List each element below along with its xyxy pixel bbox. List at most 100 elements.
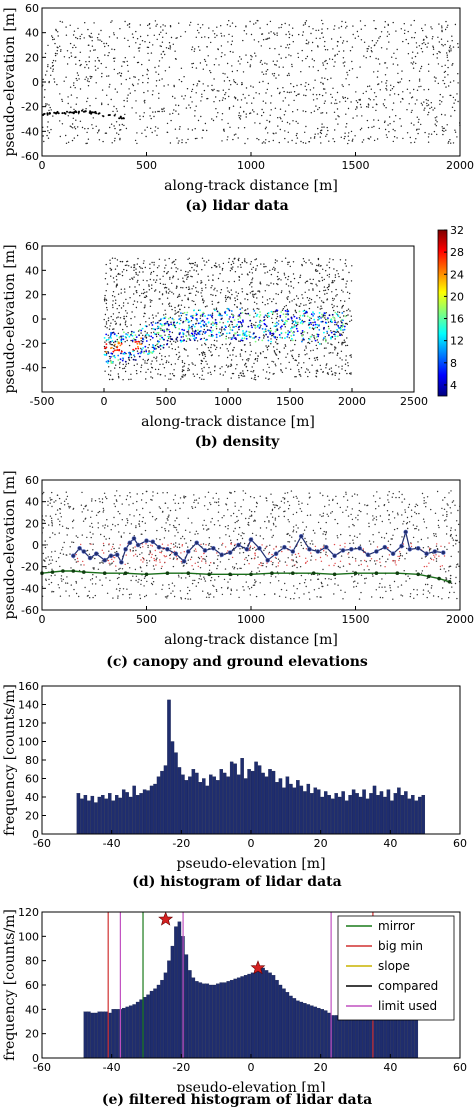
data-point — [287, 263, 289, 266]
data-point — [363, 55, 365, 57]
data-point — [260, 45, 262, 47]
data-point — [403, 520, 405, 523]
data-point — [288, 541, 291, 543]
data-point — [371, 596, 373, 598]
y-tick-label: 60 — [25, 2, 39, 15]
data-point — [326, 513, 328, 515]
data-point — [166, 492, 168, 494]
data-point — [59, 520, 61, 522]
data-point — [253, 584, 256, 586]
data-point — [302, 297, 304, 299]
data-point — [109, 262, 112, 264]
data-point — [203, 505, 206, 507]
data-point — [254, 312, 257, 314]
data-point — [307, 375, 309, 378]
data-point — [336, 45, 339, 47]
density-point — [339, 327, 342, 330]
data-point — [208, 27, 210, 29]
data-point — [146, 359, 149, 362]
data-point — [122, 367, 124, 370]
data-point — [126, 24, 129, 26]
data-point — [271, 317, 273, 319]
density-point — [211, 321, 214, 324]
data-point — [346, 71, 348, 74]
data-point — [59, 93, 61, 95]
data-point — [381, 586, 383, 588]
data-point — [432, 53, 435, 56]
data-point — [303, 529, 306, 531]
data-point — [288, 504, 291, 507]
data-point — [270, 529, 272, 531]
data-point — [180, 537, 182, 540]
data-point — [416, 46, 418, 48]
data-point — [268, 551, 271, 554]
data-point — [168, 305, 171, 307]
density-point — [333, 317, 336, 320]
density-point — [166, 328, 169, 330]
data-point — [122, 593, 124, 596]
data-point — [448, 492, 450, 494]
data-point — [359, 66, 361, 68]
data-point — [154, 519, 156, 521]
data-point — [304, 21, 306, 24]
data-point — [443, 581, 446, 583]
data-point — [233, 280, 236, 283]
data-point — [145, 336, 148, 338]
data-point — [292, 349, 294, 352]
data-point — [164, 259, 166, 261]
data-point — [342, 278, 344, 280]
data-point — [164, 530, 167, 532]
data-point — [84, 66, 86, 69]
x-tick-label: 0 — [101, 395, 108, 408]
data-point — [330, 512, 332, 514]
data-point — [155, 335, 158, 338]
data-point — [97, 511, 99, 514]
data-point — [136, 142, 138, 145]
data-point — [443, 71, 446, 74]
data-point — [331, 297, 334, 300]
data-point — [80, 564, 82, 566]
data-point — [178, 128, 181, 130]
data-point — [257, 339, 260, 341]
data-point — [75, 119, 77, 121]
data-point — [157, 127, 159, 129]
data-point — [105, 538, 107, 540]
data-point — [152, 581, 155, 583]
density-point — [292, 321, 294, 324]
data-point — [205, 344, 207, 346]
density-point — [293, 325, 296, 328]
data-point — [324, 505, 326, 508]
data-point — [410, 111, 413, 114]
data-point — [216, 590, 218, 592]
data-point — [213, 88, 215, 91]
density-point — [221, 314, 223, 317]
data-point — [236, 515, 238, 518]
data-point — [423, 42, 425, 44]
data-point — [203, 300, 205, 302]
data-point — [352, 523, 354, 526]
density-point — [110, 362, 113, 364]
data-point — [235, 368, 237, 370]
data-point — [185, 270, 187, 273]
data-point — [183, 306, 186, 308]
data-point — [263, 266, 265, 268]
data-point — [128, 359, 131, 361]
data-point — [237, 127, 240, 129]
data-point — [172, 558, 175, 560]
data-point — [337, 321, 339, 323]
data-point — [196, 265, 198, 268]
data-point — [165, 292, 168, 294]
data-point — [188, 286, 190, 288]
data-point — [171, 262, 173, 264]
data-point — [425, 527, 428, 529]
data-point — [147, 90, 149, 92]
data-point — [319, 514, 321, 516]
data-point — [384, 120, 386, 122]
data-point — [289, 598, 292, 600]
data-point — [236, 568, 239, 570]
data-point — [341, 307, 343, 309]
data-point — [109, 325, 111, 327]
data-point — [427, 537, 429, 539]
data-point — [332, 352, 334, 354]
data-point — [291, 139, 293, 142]
